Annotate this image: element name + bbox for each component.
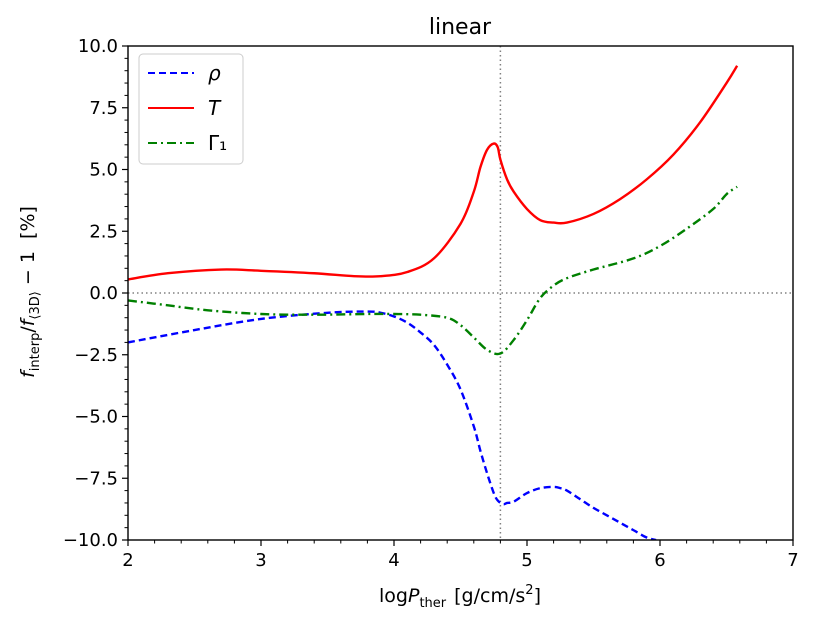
y-label-tail: − 1 [%] bbox=[17, 206, 39, 291]
legend-label-rho: ρ bbox=[208, 61, 221, 85]
x-label-sup: 2 bbox=[525, 583, 533, 598]
reference-lines bbox=[128, 46, 793, 540]
chart-title: linear bbox=[429, 15, 492, 40]
y-label-var2: f bbox=[17, 316, 39, 326]
x-tick-label: 2 bbox=[122, 550, 133, 571]
legend-label-T: T bbox=[208, 96, 222, 120]
y-tick-label: 10.0 bbox=[78, 36, 118, 57]
x-label-close: ] bbox=[534, 585, 541, 607]
y-label-slash: / bbox=[17, 326, 39, 333]
y-tick-label: −10.0 bbox=[63, 530, 118, 551]
legend-label-gamma1: Γ₁ bbox=[208, 131, 227, 155]
x-tick-label: 7 bbox=[787, 550, 798, 571]
series-layer bbox=[128, 65, 739, 540]
x-tick-label: 3 bbox=[255, 550, 266, 571]
y-tick-label: 0.0 bbox=[89, 283, 118, 304]
y-label-sub2: ⟨3D⟩ bbox=[28, 291, 43, 319]
y-tick-label: 2.5 bbox=[89, 221, 118, 242]
y-axis-label: finterp/f⟨3D⟩ − 1 [%] bbox=[17, 206, 43, 378]
y-tick-label: 7.5 bbox=[89, 98, 118, 119]
x-tick-label: 6 bbox=[654, 550, 665, 571]
axis-ticks: 2 3 4 5 6 7 −10.0 −7.5 −5.0 −2.5 0.0 2.5 5.0 7.5 10.0 bbox=[63, 36, 799, 571]
series-T-line bbox=[128, 65, 739, 281]
y-tick-label: −2.5 bbox=[74, 345, 118, 366]
x-label-sub: ther bbox=[419, 596, 446, 611]
x-label-prefix: log bbox=[379, 585, 408, 607]
y-tick-label: −5.0 bbox=[74, 407, 118, 428]
x-label-var: P bbox=[408, 585, 420, 607]
y-tick-label: 5.0 bbox=[89, 160, 118, 181]
y-tick-label: −7.5 bbox=[74, 468, 118, 489]
legend: ρ T Γ₁ bbox=[138, 53, 244, 165]
x-axis-label: logPther [g/cm/s2] bbox=[379, 583, 541, 611]
y-label-sub1: interp bbox=[28, 333, 43, 372]
x-tick-label: 5 bbox=[521, 550, 532, 571]
x-label-units: [g/cm/s bbox=[454, 585, 525, 607]
x-tick-label: 4 bbox=[388, 550, 399, 571]
series-rho-line bbox=[128, 310, 657, 540]
y-label-var1: f bbox=[17, 368, 39, 378]
series-gamma1-line bbox=[128, 185, 738, 356]
